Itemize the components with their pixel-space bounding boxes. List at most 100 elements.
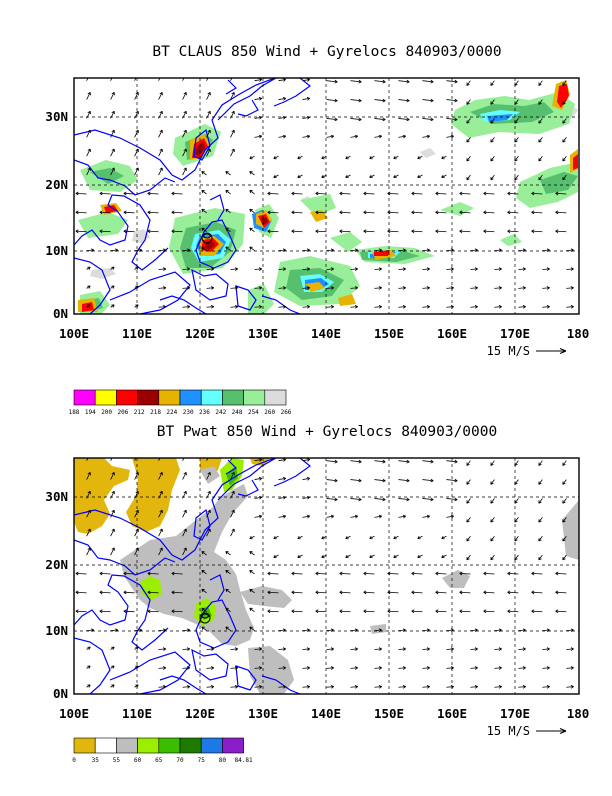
wind-vector — [225, 227, 231, 233]
wind-vector-head — [135, 528, 139, 532]
wind-vector-head — [159, 129, 163, 134]
wind-vector — [374, 135, 382, 138]
wind-vector — [339, 610, 351, 613]
lon-label: 160E — [437, 706, 467, 721]
wind-vector-head — [562, 82, 566, 86]
wind-vector-head — [201, 208, 205, 213]
wind-vector — [230, 268, 238, 270]
wind-vector-head — [507, 609, 511, 614]
colorbar-swatch — [179, 737, 202, 754]
lon-label: 100E — [59, 706, 89, 721]
wind-vector — [350, 268, 358, 270]
wind-vector — [158, 129, 163, 138]
wind-vector — [158, 167, 163, 176]
wind-vector-head — [87, 472, 91, 476]
wind-vector-head — [159, 528, 163, 532]
wind-vector — [134, 129, 139, 138]
wind-vector — [518, 648, 526, 650]
wind-vector — [171, 591, 183, 594]
wind-vector-head — [201, 626, 205, 630]
wind-vector — [466, 535, 471, 542]
wind-vector — [326, 479, 338, 482]
wind-vector — [278, 648, 286, 650]
wind-vector-head — [406, 79, 410, 84]
wind-vector-head — [555, 229, 559, 234]
wind-vector-head — [466, 101, 470, 105]
wind-vector-head — [258, 514, 262, 519]
wind-vector — [470, 268, 478, 270]
wind-vector-head — [87, 665, 91, 669]
wind-vector-head — [339, 590, 343, 595]
wind-vector-head — [435, 590, 439, 595]
wind-vector — [490, 535, 495, 542]
wind-vector — [566, 629, 574, 632]
wind-vector-head — [498, 685, 502, 689]
wind-vector — [387, 192, 399, 195]
wind-vector — [398, 648, 406, 650]
wind-vector-head — [393, 174, 397, 179]
wind-vector — [411, 591, 423, 594]
wind-vector-head — [282, 666, 286, 670]
wind-vector-head — [459, 229, 463, 234]
wind-vector-head — [387, 210, 391, 215]
wind-vector-head — [546, 286, 550, 290]
wind-vector-head — [136, 73, 139, 76]
wind-vector-head — [378, 514, 382, 519]
wind-vector-head — [282, 514, 286, 519]
wind-vector-head — [258, 647, 262, 651]
wind-vector-head — [450, 248, 454, 253]
wind-vector — [446, 80, 458, 83]
wind-vector-head — [531, 229, 535, 234]
wind-vector — [134, 528, 139, 537]
wind-vector-head — [466, 519, 470, 523]
wind-vector — [555, 192, 567, 195]
reference-vector: 15 M/S — [487, 344, 567, 358]
wind-vector — [350, 249, 358, 252]
wind-vector-head — [225, 227, 229, 231]
wind-vector-head — [87, 148, 91, 152]
wind-vector-head — [267, 590, 271, 595]
wind-vector — [201, 227, 207, 233]
wind-vector — [249, 588, 255, 594]
wind-vector — [562, 99, 567, 105]
wind-vector — [326, 99, 338, 102]
colorbar-label: 266 — [281, 409, 292, 416]
wind-vector-head — [291, 191, 295, 196]
wind-vector — [254, 79, 262, 82]
wind-vector-head — [273, 174, 277, 179]
wind-vector-head — [490, 101, 494, 105]
wind-vector-head — [538, 158, 542, 162]
wind-vector-head — [369, 174, 373, 179]
wind-vector-head — [147, 571, 151, 576]
wind-vector-head — [232, 73, 235, 76]
wind-vector-head — [570, 286, 574, 290]
wind-vector — [158, 306, 166, 308]
wind-vector — [518, 667, 526, 669]
wind-vector-head — [546, 305, 550, 309]
wind-vector-head — [402, 666, 406, 670]
wind-vector-head — [159, 148, 163, 152]
wind-vector — [158, 667, 166, 669]
lon-label: 130E — [248, 326, 278, 341]
wind-vector — [555, 211, 567, 214]
wind-vector-head — [123, 229, 127, 234]
wind-vector — [267, 211, 279, 214]
panel-title: BT CLAUS 850 Wind + Gyrelocs 840903/0000 — [152, 44, 501, 60]
wind-vector — [315, 211, 327, 214]
wind-vector — [297, 554, 303, 558]
wind-vector — [147, 572, 159, 575]
wind-vector-head — [249, 535, 253, 540]
wind-vector — [446, 667, 454, 669]
wind-vector-head — [186, 305, 191, 309]
reference-vector: 15 M/S — [487, 724, 567, 738]
wind-vector — [538, 174, 543, 181]
wind-vector — [201, 171, 207, 176]
colorbar-swatch — [116, 737, 138, 754]
wind-vector-head — [426, 647, 430, 651]
lat-label: 30N — [45, 489, 68, 504]
wind-vector-head — [201, 569, 205, 574]
wind-vector-head — [282, 685, 286, 689]
wind-vector-head — [411, 571, 415, 576]
wind-vector — [538, 479, 543, 485]
wind-vector — [466, 99, 471, 105]
